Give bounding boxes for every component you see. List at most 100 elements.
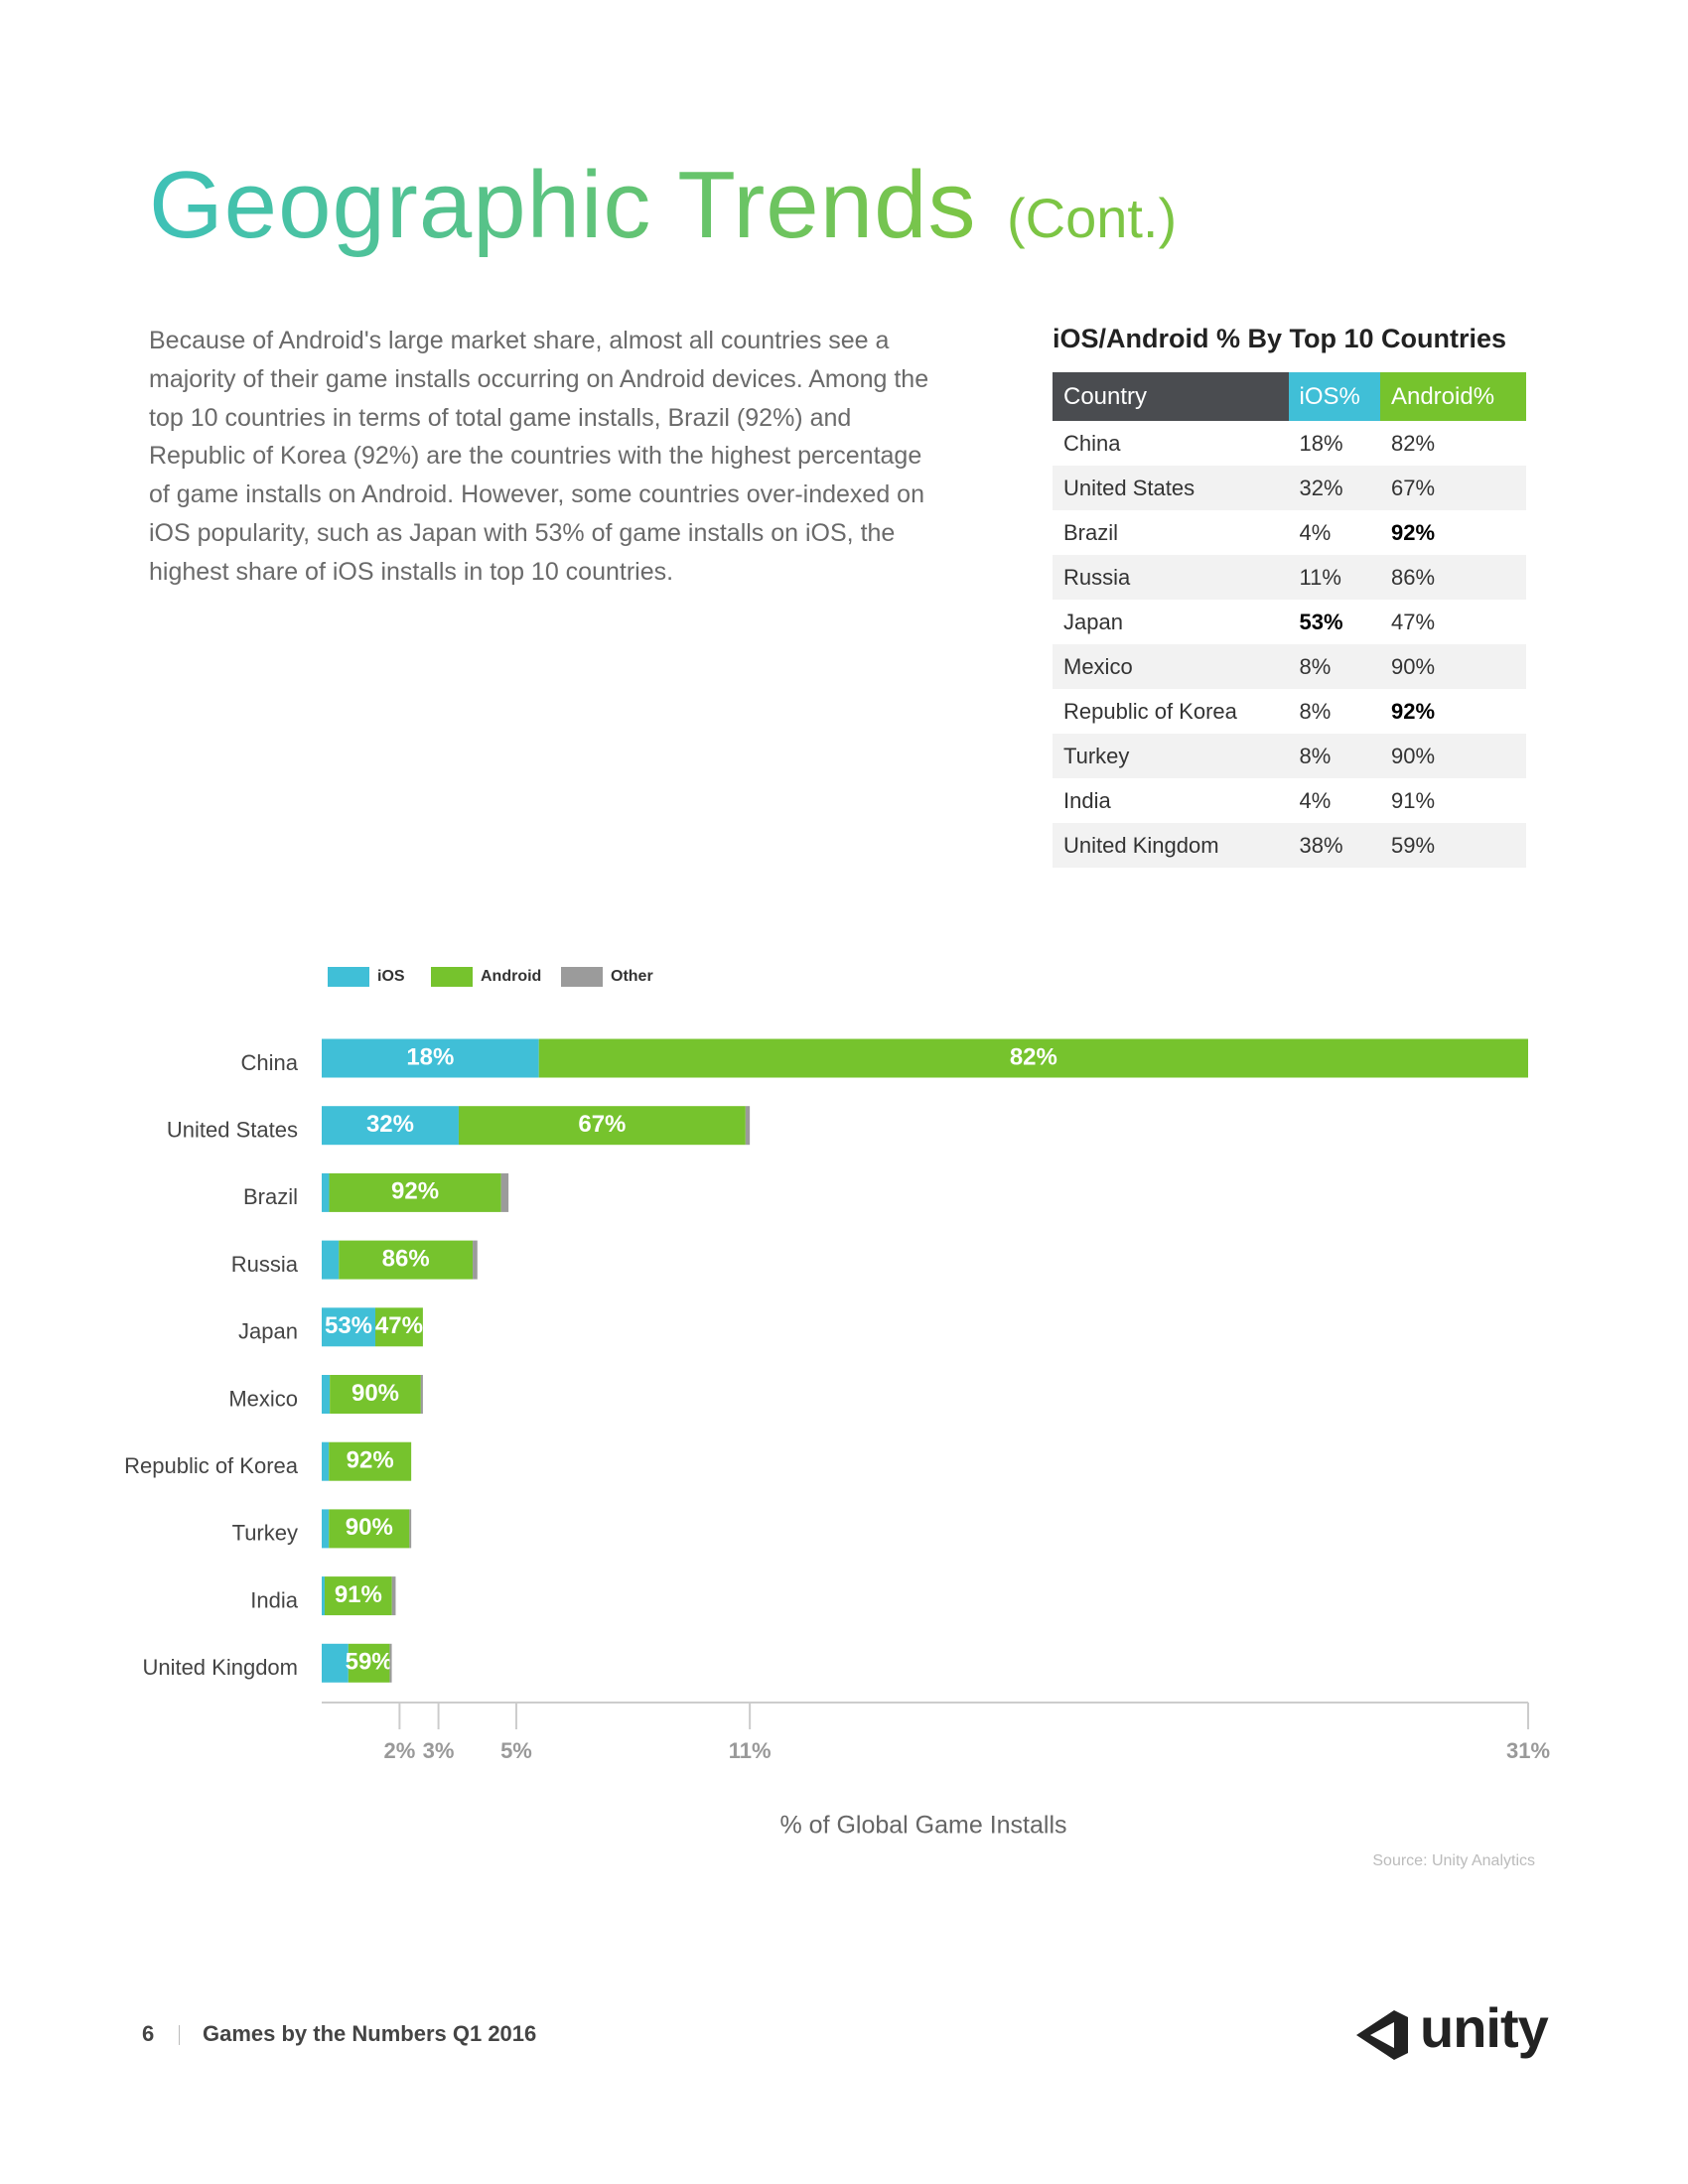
table: Country iOS% Android% China 18% 82% United Sta… [1053, 372, 1526, 868]
page-number: 6 [142, 2021, 155, 2046]
category-label: Mexico [228, 1386, 298, 1411]
cell: 67% [1379, 466, 1526, 510]
bar-segment [330, 1375, 421, 1414]
cell: 18% [1299, 430, 1343, 456]
cell: India [1063, 787, 1111, 813]
bar-segment [322, 1106, 459, 1146]
category-label: Brazil [243, 1184, 298, 1209]
legend-label: iOS [377, 968, 405, 985]
bar-segment [322, 1172, 330, 1212]
cell: China [1063, 430, 1121, 456]
data-label: 67% [578, 1111, 626, 1138]
x-tick-label: 3% [423, 1738, 455, 1763]
bar-segment [322, 1509, 330, 1549]
cell: Mexico [1053, 644, 1289, 689]
header-cell: iOS% [1288, 372, 1380, 421]
data-label: 82% [1010, 1043, 1057, 1070]
chart: iOS Android Other China 18% 82% United States 3… [124, 967, 1550, 1840]
data-label: 18% [406, 1043, 454, 1070]
bar-segment [322, 1576, 325, 1616]
row: Mexico 8% 90% [1053, 644, 1526, 689]
source: Source: Unity Analytics [1372, 1852, 1535, 1869]
cell: 90% [1379, 644, 1526, 689]
bar-segment [348, 1643, 390, 1683]
cell: 38% [1288, 823, 1380, 868]
row: Japan 53% 47% [1053, 600, 1526, 644]
cell: 90% [1379, 734, 1526, 778]
row: Turkey 8% 90% [1053, 734, 1526, 778]
x-tick-label: 2% [383, 1738, 415, 1763]
cell: Brazil [1063, 519, 1119, 545]
cell: 8% [1299, 698, 1332, 724]
data-label: 59% [346, 1649, 393, 1676]
category-label: United States [167, 1118, 298, 1143]
bar-segment [458, 1106, 746, 1146]
bar-segment [473, 1240, 478, 1280]
x-tick-label: 11% [729, 1738, 772, 1763]
bar-segment [322, 1375, 331, 1414]
paragraph: Because of Android's large market share,… [149, 327, 929, 586]
cell: 4% [1299, 787, 1332, 813]
data-label: 47% [375, 1312, 423, 1339]
category-label: Russia [231, 1252, 299, 1277]
data-label: 91% [335, 1581, 382, 1608]
row: Russia 11% 86% [1053, 555, 1526, 600]
logo-icon [1356, 2010, 1408, 2060]
bar-segment [329, 1172, 501, 1212]
x-tick-label: 31% [1506, 1738, 1550, 1763]
cell: United Kingdom [1053, 823, 1289, 868]
cell: Republic of Korea [1063, 698, 1237, 724]
subtitle: (Cont.) [1006, 187, 1178, 249]
bar-segment [329, 1509, 410, 1549]
cell: 92% [1390, 698, 1436, 724]
cell: 59% [1379, 823, 1526, 868]
legend-label: Other [611, 968, 653, 985]
bar-segment [322, 1240, 340, 1280]
cell: 47% [1390, 609, 1436, 634]
bar-segment [420, 1375, 423, 1414]
bar-segment [324, 1576, 392, 1616]
category-label: China [241, 1050, 299, 1075]
cell: 4% [1299, 519, 1332, 545]
data-label: 90% [346, 1514, 393, 1541]
table-title: iOS/Android % By Top 10 Countries [1053, 324, 1507, 353]
cell: United States [1053, 466, 1289, 510]
cell: Japan [1063, 609, 1123, 634]
bar-segment [745, 1106, 751, 1146]
cell: 82% [1390, 430, 1436, 456]
legend-swatch [561, 967, 603, 987]
cell: 53% [1299, 609, 1343, 634]
bar-segment [339, 1240, 474, 1280]
row: India 4% 91% [1053, 778, 1526, 823]
header-row: Country iOS% Android% [1053, 372, 1526, 421]
bar-segment [322, 1038, 539, 1078]
cell: Russia [1053, 555, 1289, 600]
bar-segment [389, 1643, 392, 1683]
header-cell: Android% [1379, 372, 1526, 421]
legend-label: Android [481, 968, 541, 985]
cell: 8% [1288, 734, 1380, 778]
data-label: 92% [347, 1447, 394, 1474]
bar-segment [329, 1441, 412, 1481]
row: China 18% 82% [1053, 421, 1526, 466]
row: Republic of Korea 8% 92% [1053, 689, 1526, 734]
x-tick-label: 5% [500, 1738, 532, 1763]
category-label: India [250, 1587, 298, 1612]
cell: 86% [1379, 555, 1526, 600]
category-label: Republic of Korea [124, 1453, 299, 1478]
bar-segment [500, 1172, 509, 1212]
category-label: United Kingdom [142, 1655, 298, 1680]
bar-segment [322, 1307, 376, 1347]
cell: 32% [1288, 466, 1380, 510]
bar-segment [322, 1643, 349, 1683]
x-axis-title: % of Global Game Installs [779, 1812, 1066, 1840]
legend-swatch [328, 967, 369, 987]
cell: 8% [1288, 644, 1380, 689]
legend-swatch [431, 967, 473, 987]
category-label: Japan [238, 1319, 298, 1344]
row: Brazil 4% 92% [1053, 510, 1526, 555]
data-label: 92% [391, 1178, 439, 1205]
row: United Kingdom 38% 59% [1053, 823, 1526, 868]
page-title: Geographic Trends (Cont.) [149, 149, 1177, 260]
